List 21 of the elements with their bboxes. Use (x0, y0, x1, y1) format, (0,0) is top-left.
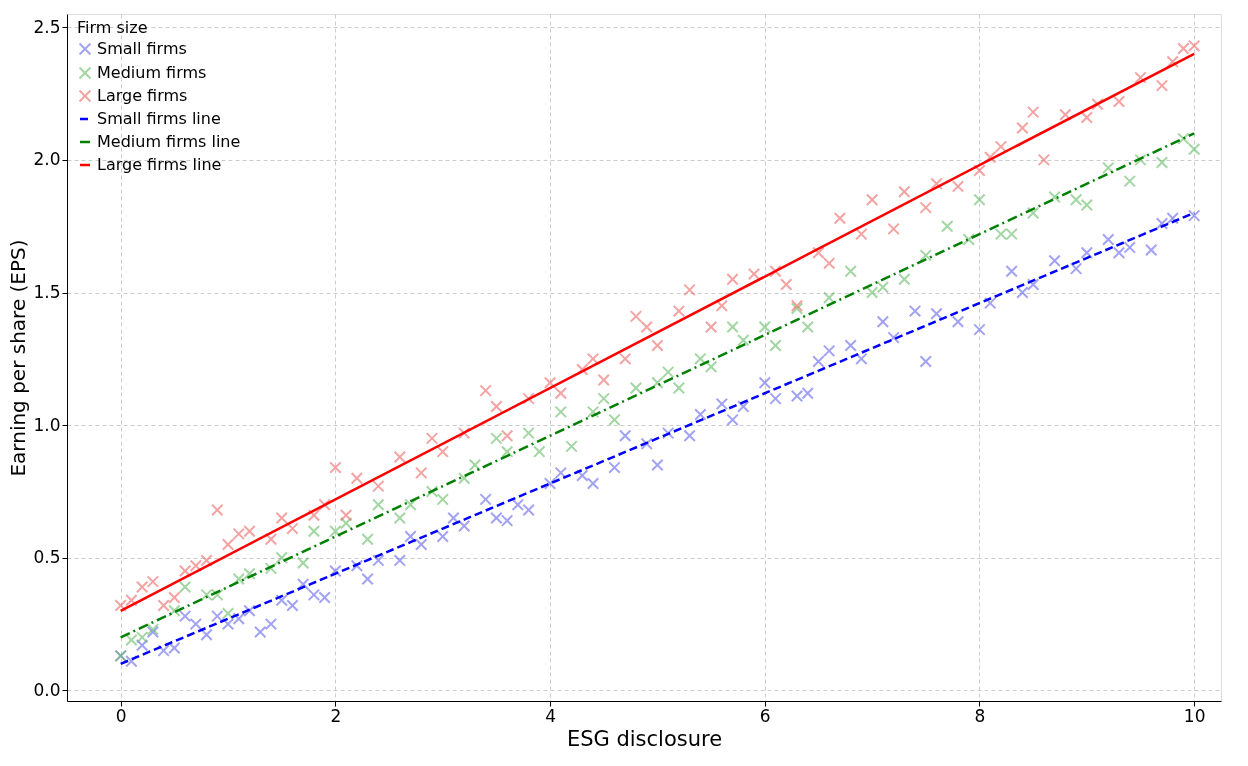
x-tick-label: 8 (974, 705, 986, 726)
legend-label: Large firms line (97, 155, 222, 174)
y-tick-label: 0.0 (33, 679, 61, 700)
y-tick-label: 0.5 (33, 547, 61, 568)
legend-title: Firm size (77, 18, 148, 37)
y-tick-label: 2.5 (33, 16, 61, 37)
y-tick-label: 1.5 (33, 282, 61, 303)
x-tick-label: 10 (1183, 705, 1206, 726)
legend-label: Large firms (97, 86, 188, 105)
y-tick-label: 2.0 (33, 149, 61, 170)
y-tick-label: 1.0 (33, 414, 61, 435)
y-axis-title: Earning per share (EPS) (6, 239, 31, 477)
legend-label: Small firms line (97, 109, 221, 128)
x-tick-label: 6 (759, 705, 771, 726)
legend-label: Medium firms (97, 63, 207, 82)
legend-label: Small firms (97, 39, 187, 58)
x-tick-label: 0 (115, 705, 127, 726)
x-tick-label: 4 (545, 705, 556, 726)
legend-label: Medium firms line (97, 132, 241, 151)
x-axis-title: ESG disclosure (566, 726, 723, 751)
x-tick-label: 2 (330, 705, 342, 726)
